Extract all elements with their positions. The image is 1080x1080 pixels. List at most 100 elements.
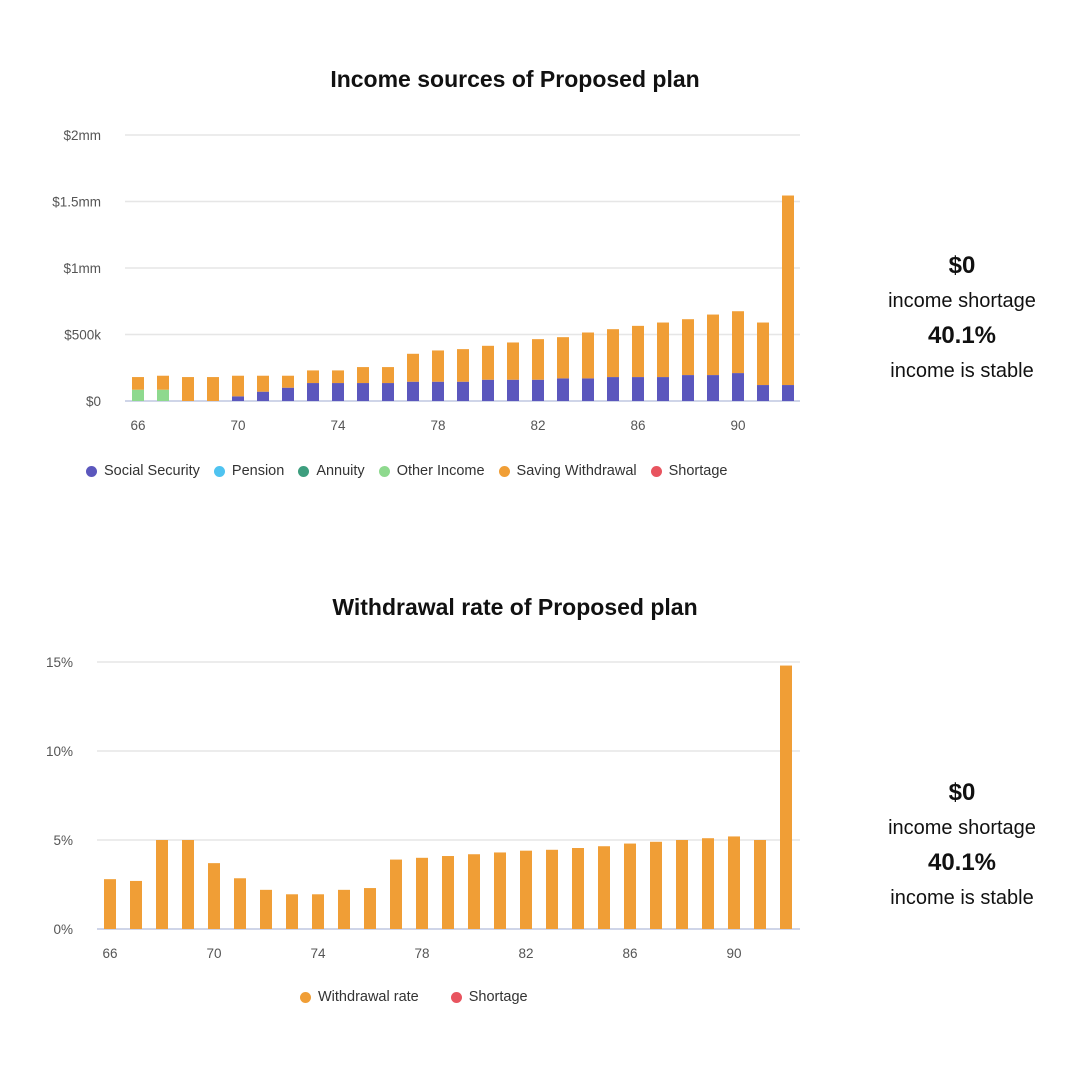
x-tick-label: 70 bbox=[230, 418, 245, 433]
bar-social-security bbox=[407, 381, 419, 401]
legend-dot-icon bbox=[86, 465, 97, 477]
x-tick-label: 74 bbox=[330, 418, 346, 433]
bar-saving-withdrawal bbox=[232, 375, 244, 397]
bar-withdrawal-rate bbox=[286, 894, 298, 929]
bar-withdrawal-rate bbox=[598, 846, 610, 929]
legend-label: Shortage bbox=[468, 989, 528, 1005]
x-tick-label: 66 bbox=[130, 418, 145, 433]
legend-saving-withdrawal[interactable]: Saving Withdrawal bbox=[498, 463, 637, 479]
x-tick-label: 86 bbox=[630, 418, 645, 433]
shortage-value: $0 bbox=[948, 252, 976, 279]
stable-value: 40.1% bbox=[927, 849, 997, 876]
legend-shortage[interactable]: Shortage bbox=[650, 463, 728, 479]
y-tick-label: 15% bbox=[46, 655, 73, 670]
bar-withdrawal-rate bbox=[546, 849, 558, 929]
legend-label: Social Security bbox=[104, 463, 200, 479]
bar-saving-withdrawal bbox=[657, 322, 669, 378]
shortage-label: income shortage bbox=[888, 290, 1036, 312]
bar-saving-withdrawal bbox=[607, 329, 619, 378]
y-tick-label: $1mm bbox=[63, 261, 101, 276]
legend-dot-icon bbox=[378, 465, 390, 477]
bar-saving-withdrawal bbox=[707, 314, 719, 376]
stable-label: income is stable bbox=[890, 360, 1034, 382]
bar-social-security bbox=[357, 383, 369, 401]
bar-withdrawal-rate bbox=[520, 850, 532, 929]
bar-saving-withdrawal bbox=[632, 325, 644, 378]
bar-social-security bbox=[457, 381, 469, 401]
shortage-value: $0 bbox=[948, 779, 976, 806]
bar-withdrawal-rate bbox=[234, 878, 246, 929]
bar-social-security bbox=[582, 378, 594, 401]
x-tick-label: 78 bbox=[414, 946, 429, 961]
x-tick-label: 78 bbox=[430, 418, 445, 433]
chart-title-income-sources: Income sources of Proposed plan bbox=[330, 66, 700, 92]
bar-saving-withdrawal bbox=[257, 375, 269, 392]
x-tick-label: 82 bbox=[518, 946, 533, 961]
legend-dot-icon bbox=[450, 991, 462, 1003]
bar-withdrawal-rate bbox=[156, 840, 168, 929]
bar-saving-withdrawal bbox=[157, 375, 169, 390]
legend-pension[interactable]: Pension bbox=[213, 463, 285, 479]
bar-saving-withdrawal bbox=[782, 195, 794, 386]
legend-other-income[interactable]: Other Income bbox=[378, 463, 485, 479]
legend-shortage[interactable]: Shortage bbox=[450, 989, 528, 1005]
bar-withdrawal-rate bbox=[468, 854, 480, 929]
bar-social-security bbox=[607, 377, 619, 401]
bar-social-security bbox=[657, 377, 669, 401]
bar-social-security bbox=[482, 379, 494, 401]
bar-saving-withdrawal bbox=[582, 332, 594, 379]
x-tick-label: 90 bbox=[730, 418, 745, 433]
bar-withdrawal-rate bbox=[260, 889, 272, 929]
bar-withdrawal-rate bbox=[390, 859, 402, 929]
x-tick-label: 82 bbox=[530, 418, 545, 433]
bar-withdrawal-rate bbox=[130, 880, 142, 929]
bar-saving-withdrawal bbox=[757, 322, 769, 386]
bar-saving-withdrawal bbox=[207, 377, 219, 401]
legend-label: Shortage bbox=[668, 463, 728, 479]
bar-saving-withdrawal bbox=[532, 339, 544, 380]
bar-saving-withdrawal bbox=[507, 342, 519, 380]
bar-saving-withdrawal bbox=[332, 370, 344, 384]
x-tick-label: 86 bbox=[622, 946, 637, 961]
x-tick-label: 90 bbox=[726, 946, 741, 961]
bar-social-security bbox=[632, 377, 644, 401]
bar-saving-withdrawal bbox=[182, 377, 194, 401]
bar-withdrawal-rate bbox=[364, 888, 376, 929]
bar-withdrawal-rate bbox=[780, 665, 792, 929]
x-tick-label: 74 bbox=[310, 946, 326, 961]
bar-withdrawal-rate bbox=[702, 838, 714, 929]
legend-label: Other Income bbox=[396, 463, 485, 479]
bar-withdrawal-rate bbox=[442, 856, 454, 929]
bar-saving-withdrawal bbox=[282, 375, 294, 388]
bar-other-income bbox=[157, 389, 169, 401]
bar-social-security bbox=[757, 385, 769, 401]
bar-withdrawal-rate bbox=[572, 848, 584, 929]
bar-withdrawal-rate bbox=[728, 836, 740, 929]
bar-social-security bbox=[557, 378, 569, 401]
bar-social-security bbox=[732, 373, 744, 401]
chart-title-withdrawal-rate: Withdrawal rate of Proposed plan bbox=[332, 594, 698, 620]
bar-saving-withdrawal bbox=[557, 337, 569, 379]
y-tick-label: 5% bbox=[53, 833, 73, 848]
shortage-label: income shortage bbox=[888, 817, 1036, 839]
x-tick-label: 70 bbox=[206, 946, 221, 961]
legend-annuity[interactable]: Annuity bbox=[298, 463, 365, 479]
x-tick-label: 66 bbox=[102, 946, 117, 961]
bar-withdrawal-rate bbox=[624, 843, 636, 929]
bar-saving-withdrawal bbox=[307, 370, 319, 384]
legend-label: Pension bbox=[231, 463, 285, 479]
legend-social-security[interactable]: Social Security bbox=[86, 463, 200, 479]
legend-withdrawal-rate[interactable]: Withdrawal rate bbox=[300, 989, 419, 1005]
bar-social-security bbox=[232, 396, 244, 401]
bar-saving-withdrawal bbox=[482, 345, 494, 380]
bar-withdrawal-rate bbox=[754, 840, 766, 929]
withdrawal-legend: Withdrawal rate Shortage bbox=[300, 989, 528, 1005]
income-summary: $0 income shortage 40.1% income is stabl… bbox=[862, 248, 1062, 388]
bar-saving-withdrawal bbox=[357, 367, 369, 384]
legend-label: Withdrawal rate bbox=[318, 989, 419, 1005]
bar-withdrawal-rate bbox=[104, 879, 116, 929]
legend-dot-icon bbox=[300, 991, 311, 1003]
bar-other-income bbox=[132, 389, 144, 401]
bar-withdrawal-rate bbox=[338, 889, 350, 929]
